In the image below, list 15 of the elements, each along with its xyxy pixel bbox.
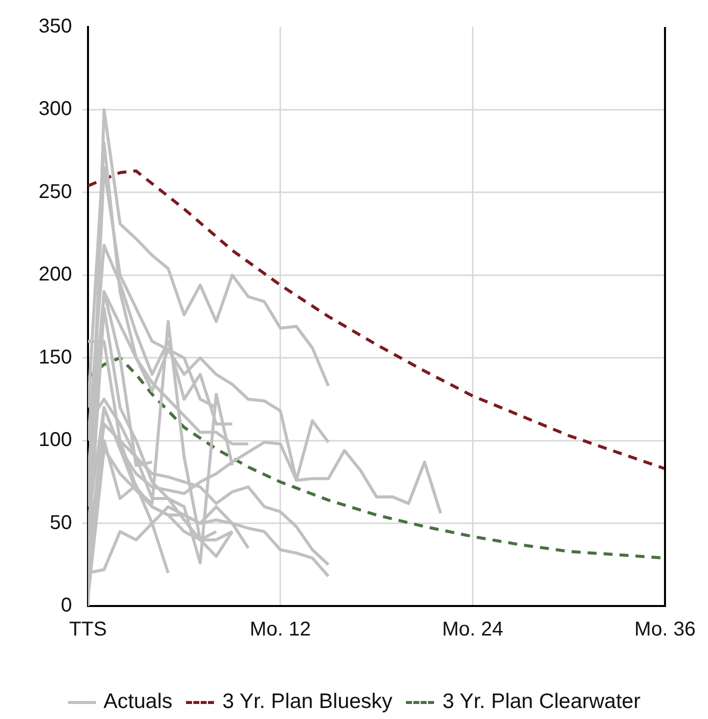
legend-label: 3 Yr. Plan Clearwater [442,690,640,714]
y-tick-label: 100 [38,429,72,452]
x-tick-label: Mo. 24 [442,618,504,641]
y-tick-label: 150 [38,346,72,368]
y-tick-label: 200 [38,264,72,286]
legend-label: Actuals [104,690,172,714]
y-tick-label: 50 [50,512,72,534]
y-tick-label: 250 [38,180,72,203]
y-tick-label: 350 [38,16,72,38]
x-tick-label: TTS [69,618,107,641]
legend-label: 3 Yr. Plan Bluesky [222,690,392,714]
y-tick-label: 0 [60,594,72,617]
x-tick-label: Mo. 36 [634,618,696,641]
x-tick-label: Mo. 12 [250,618,311,641]
y-tick-label: 300 [38,98,72,120]
